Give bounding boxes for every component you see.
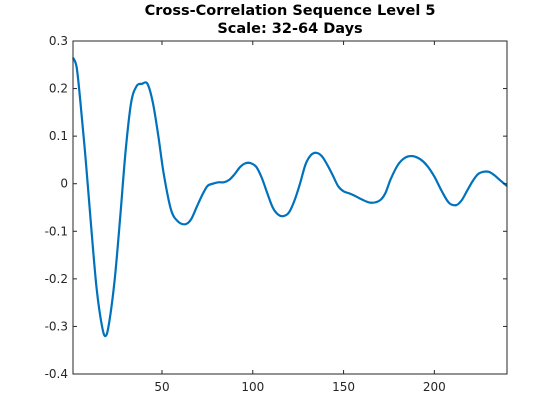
series-line [71, 57, 508, 338]
ticks-layer: 50 100 150 200 -0.4 -0.3 -0.2 -0.1 0 0.1 0.2 0.3 [45, 34, 507, 394]
y-tick-label: 0 [60, 177, 68, 191]
x-tick-label: 200 [423, 380, 446, 394]
y-tick-label: 0.1 [49, 129, 68, 143]
x-tick-label: 150 [332, 380, 355, 394]
y-tick-label: -0.2 [45, 272, 68, 286]
x-tick-label: 50 [154, 380, 169, 394]
chart-title: Cross-Correlation Sequence Level 5 [145, 3, 436, 19]
y-tick-label: -0.4 [45, 367, 68, 381]
series-layer [71, 57, 508, 338]
y-tick-label: -0.1 [45, 224, 68, 238]
x-tick-label: 100 [241, 380, 264, 394]
chart-subtitle: Scale: 32-64 Days [217, 21, 362, 37]
plot-area [73, 41, 507, 374]
y-tick-label: 0.3 [49, 34, 68, 48]
y-tick-label: 0.2 [49, 82, 68, 96]
axes-box [72, 40, 508, 375]
y-tick-label: -0.3 [45, 319, 68, 333]
